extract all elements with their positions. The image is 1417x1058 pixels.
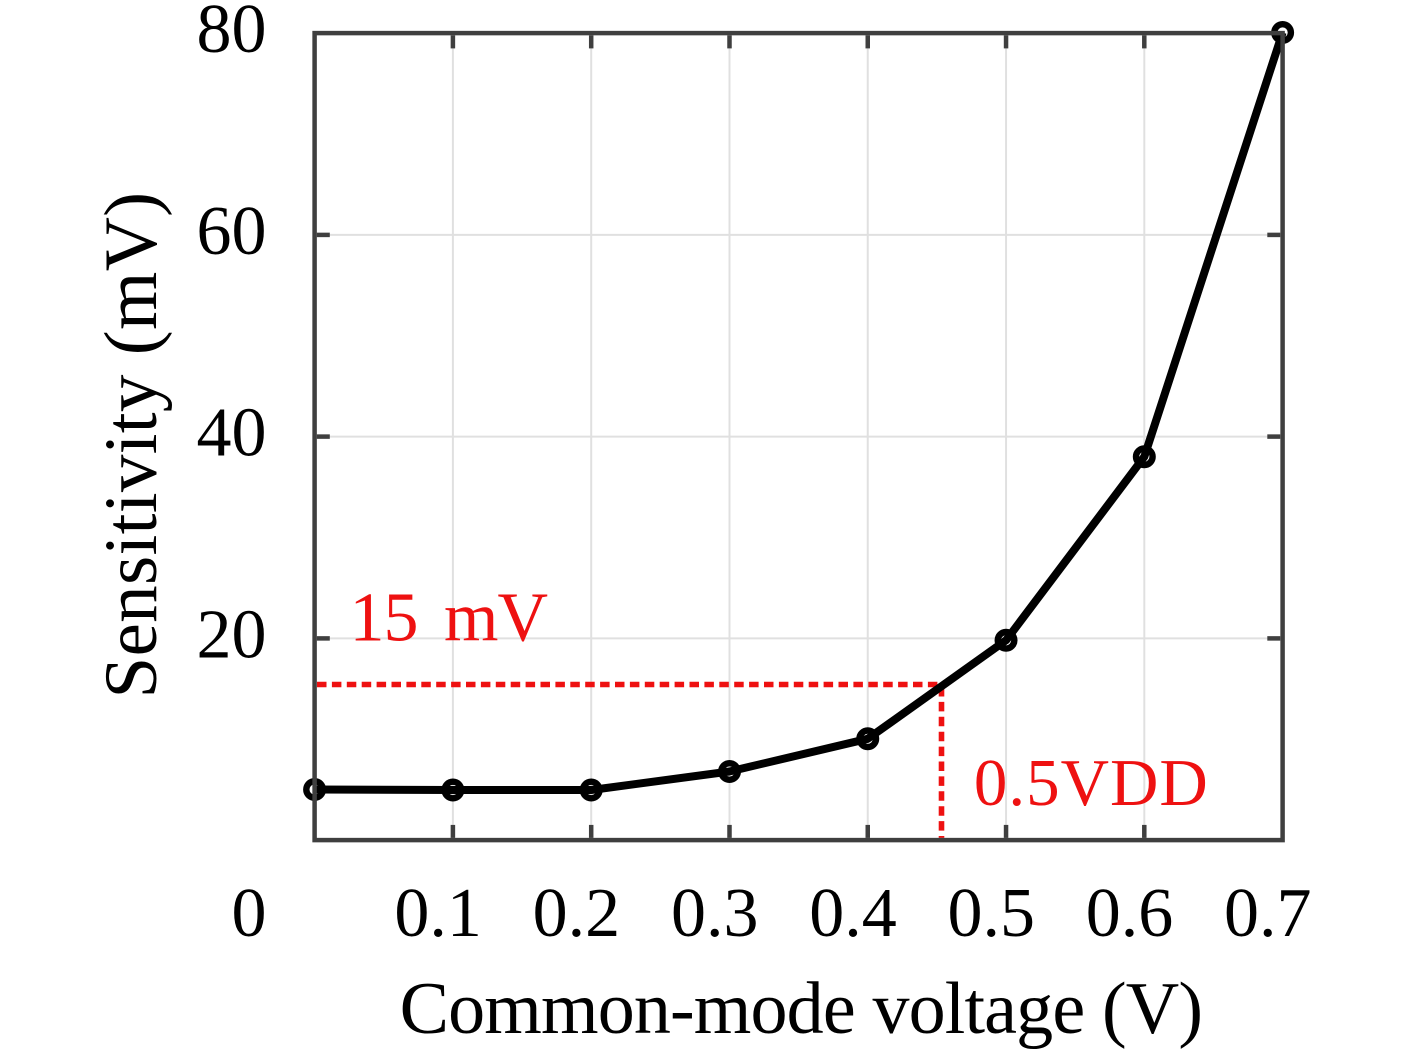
svg-text:0.1: 0.1	[394, 875, 482, 952]
svg-text:0.4: 0.4	[809, 875, 897, 952]
svg-text:80: 80	[197, 0, 267, 68]
svg-text:0.7: 0.7	[1224, 875, 1312, 952]
svg-text:0: 0	[232, 875, 267, 952]
svg-text:0.5VDD: 0.5VDD	[974, 746, 1209, 820]
svg-text:60: 60	[197, 193, 267, 270]
svg-text:0.5: 0.5	[948, 875, 1036, 952]
svg-text:0.6: 0.6	[1086, 875, 1174, 952]
svg-text:15 mV: 15 mV	[350, 580, 548, 657]
svg-text:Common-mode voltage (V): Common-mode voltage (V)	[400, 968, 1203, 1050]
svg-text:20: 20	[197, 596, 267, 673]
svg-text:0.3: 0.3	[671, 875, 759, 952]
svg-text:40: 40	[197, 395, 267, 472]
svg-text:0.2: 0.2	[533, 875, 621, 952]
svg-text:Sensitivity (mV): Sensitivity (mV)	[90, 192, 173, 699]
